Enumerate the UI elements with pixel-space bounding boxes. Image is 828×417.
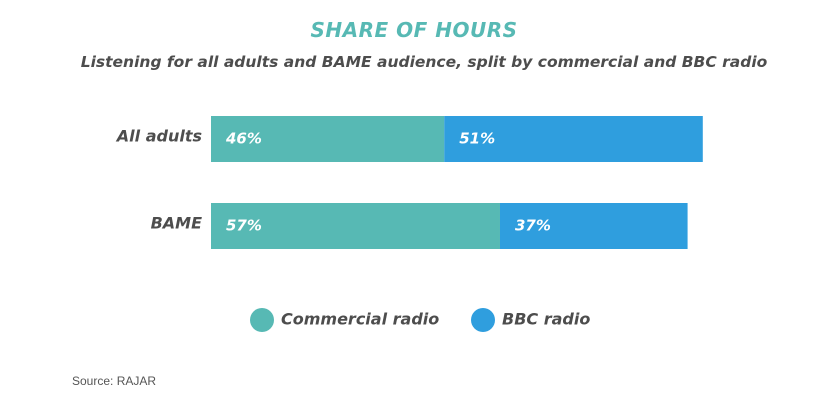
plot-area: All adults 46% 51% BAME 57% 37% <box>115 116 703 249</box>
category-label-all-adults: All adults <box>115 127 202 146</box>
legend-swatch-commercial-radio <box>250 308 274 332</box>
data-label-bame-bbc-radio: 37% <box>515 217 551 235</box>
bar-all-adults-bbc-radio <box>444 116 703 162</box>
bar-all-adults-commercial-radio <box>211 116 445 162</box>
chart-title: SHARE OF HOURS <box>310 18 517 42</box>
legend-label-bbc-radio: BBC radio <box>502 310 590 329</box>
legend-swatch-bbc-radio <box>471 308 495 332</box>
chart-subtitle: Listening for all adults and BAME audien… <box>81 53 768 71</box>
legend-label-commercial-radio: Commercial radio <box>281 310 439 329</box>
data-label-bame-commercial-radio: 57% <box>226 217 262 235</box>
legend: Commercial radio BBC radio <box>250 308 590 332</box>
data-label-all-adults-commercial-radio: 46% <box>225 130 262 148</box>
data-label-all-adults-bbc-radio: 51% <box>459 130 495 148</box>
bar-bame-bbc-radio <box>499 203 688 249</box>
bar-bame-commercial-radio <box>211 203 500 249</box>
category-label-bame: BAME <box>151 214 203 233</box>
source-note: Source: RAJAR <box>72 374 156 388</box>
